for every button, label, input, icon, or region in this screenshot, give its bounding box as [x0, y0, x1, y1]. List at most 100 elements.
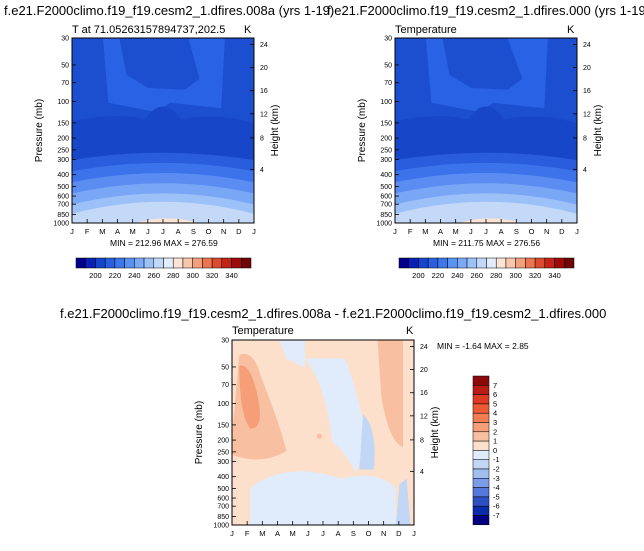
panel1-htick-label: 16: [260, 88, 268, 95]
panel1-colorbar-box: [221, 257, 232, 269]
panel2-colorbar-box: [486, 257, 497, 269]
panel2-ytick-label: 50: [384, 62, 392, 69]
panel2-htick-label: 12: [583, 111, 591, 118]
panel1-htick-label: 8: [260, 135, 264, 142]
panel1-ytick-label: 100: [57, 99, 69, 106]
panel3-subtitle: Temperature: [232, 325, 294, 337]
panel1-xtick-label: M: [99, 227, 105, 236]
panel2-ytick-label: 700: [380, 202, 392, 209]
panel2-ytick-label: 250: [380, 147, 392, 154]
panel1-colorbar-box: [124, 257, 135, 269]
panel3-ytick-label: 200: [217, 438, 229, 445]
panel2-xtick-label: S: [514, 227, 519, 236]
panel2-htick-label: 24: [583, 42, 591, 49]
panel1-band: [102, 38, 225, 112]
panel3-band: [250, 471, 396, 525]
panel2-ytick-label: 1000: [376, 221, 392, 228]
panel1-ylabel-right: Height (km): [270, 105, 281, 157]
panel1-colorbar-box: [143, 257, 155, 269]
panel2-colorbar-box: [457, 257, 468, 269]
panel3-ylabel: Pressure (mb): [194, 401, 205, 464]
panel2-htick-label: 8: [583, 135, 587, 142]
panel3-colorbar-box: [472, 505, 490, 516]
panel1-colorbar-box: [163, 257, 174, 269]
panel1-ytick-label: 300: [57, 157, 69, 164]
panel1-colorbar-box: [153, 257, 164, 269]
panel2-xtick-label: J: [393, 227, 397, 236]
panel3-colorbar-box: [472, 422, 490, 433]
panel2-ytick-label: 150: [380, 120, 392, 127]
panel1-ytick-label: 850: [57, 212, 69, 219]
panel2-xtick-label: N: [544, 227, 549, 236]
panel1-field: [72, 38, 254, 223]
panel3-colorbar-box: [472, 385, 490, 395]
panel3-colorbar-box: [472, 478, 490, 488]
panel3-xtick-label: S: [351, 529, 356, 538]
panel3-colorbar-box: [472, 375, 490, 386]
panel2-colorbar-box: [544, 257, 555, 269]
panel2-xtick-label: J: [469, 227, 473, 236]
panel3-band: [239, 365, 260, 429]
panel1-ytick-label: 500: [57, 184, 69, 191]
panel1-colorbar-label: 200: [89, 271, 102, 280]
panel1-xtick-label: M: [130, 227, 136, 236]
panel1-colorbar-label: 340: [225, 271, 238, 280]
panel3-colorbar-box: [472, 515, 490, 526]
panel3-colorbar-box: [472, 403, 490, 414]
panel3-xtick-label: J: [230, 529, 234, 538]
panel2-band: [395, 201, 577, 223]
panel2-colorbar-box: [427, 257, 439, 269]
panel2-xtick-label: M: [453, 227, 459, 236]
panel1-xtick-label: A: [115, 227, 120, 236]
panel3-colorbar-label: 6: [493, 390, 497, 399]
panel2-colorbar-label: 200: [412, 271, 425, 280]
panel1-ylabel: Pressure (mb): [34, 99, 45, 162]
panel3-ytick-label: 250: [217, 449, 229, 456]
panel1-plot: J F M A M J J A S O N D J 30 50 70 100 150 200 250 300 400 500…: [0, 0, 290, 255]
panel2-ylabel: Pressure (mb): [357, 99, 368, 162]
panel2-ytick-label: 30: [384, 36, 392, 43]
panel3-colorbar-box: [472, 487, 490, 498]
panel3-colorbar-box: [472, 431, 490, 442]
panel3-colorbar-label: -4: [493, 483, 500, 492]
panel3-colorbar-label: -3: [493, 474, 500, 483]
panel2-ytick-label: 600: [380, 194, 392, 201]
panel3-xtick-label: A: [336, 529, 341, 538]
panel1-colorbar-box: [192, 257, 203, 269]
panel2-colorbar-label: 280: [490, 271, 503, 280]
panel1-ytick-label: 400: [57, 172, 69, 179]
panel3-ytick-label: 700: [217, 504, 229, 511]
panel1-colorbar-label: 300: [186, 271, 199, 280]
panel3-ytick-label: 600: [217, 496, 229, 503]
panel3-colorbar-label: -6: [493, 502, 500, 511]
panel3-ytick-label: 850: [217, 514, 229, 521]
panel3-plot: J F M A M J J A S O N D J 30 50 70 100 150 200 250 300 400 500…: [160, 300, 460, 551]
panel3-band: [279, 340, 305, 368]
panel3-xtick-label: M: [290, 529, 296, 538]
panel1-colorbar-box: [104, 257, 116, 269]
panel1-ytick-label: 50: [61, 62, 69, 69]
panel3-colorbar-box: [472, 496, 490, 507]
panel3-colorbar-label: 3: [493, 418, 497, 427]
panel2-colorbar-label: 220: [432, 271, 445, 280]
panel2-colorbar-box: [466, 257, 478, 269]
panel3-ytick-label: 30: [221, 338, 229, 345]
panel2-colorbar-label: 260: [471, 271, 484, 280]
panel2-colorbar-box: [476, 257, 487, 269]
panel1-ytick-label: 200: [57, 136, 69, 143]
panel3-htick-label: 12: [420, 413, 428, 420]
panel2-ytick-label: 100: [380, 99, 392, 106]
panel2-colorbar-box: [418, 257, 429, 269]
panel3-ytick-label: 500: [217, 486, 229, 493]
panel3-band: [395, 478, 411, 525]
panel2-xtick-label: D: [559, 227, 565, 236]
panel2-xtick-label: J: [575, 227, 579, 236]
panel2-colorbar-box: [437, 257, 448, 269]
panel2-xtick-label: A: [499, 227, 504, 236]
panel1-colorbar-box: [114, 257, 125, 269]
panel1-xtick-label: F: [85, 227, 90, 236]
panel3-band: [377, 340, 404, 448]
panel3-colorbar-box: [472, 412, 490, 423]
panel3-colorbar-label: 1: [493, 437, 497, 446]
panel3-ytick-label: 400: [217, 474, 229, 481]
